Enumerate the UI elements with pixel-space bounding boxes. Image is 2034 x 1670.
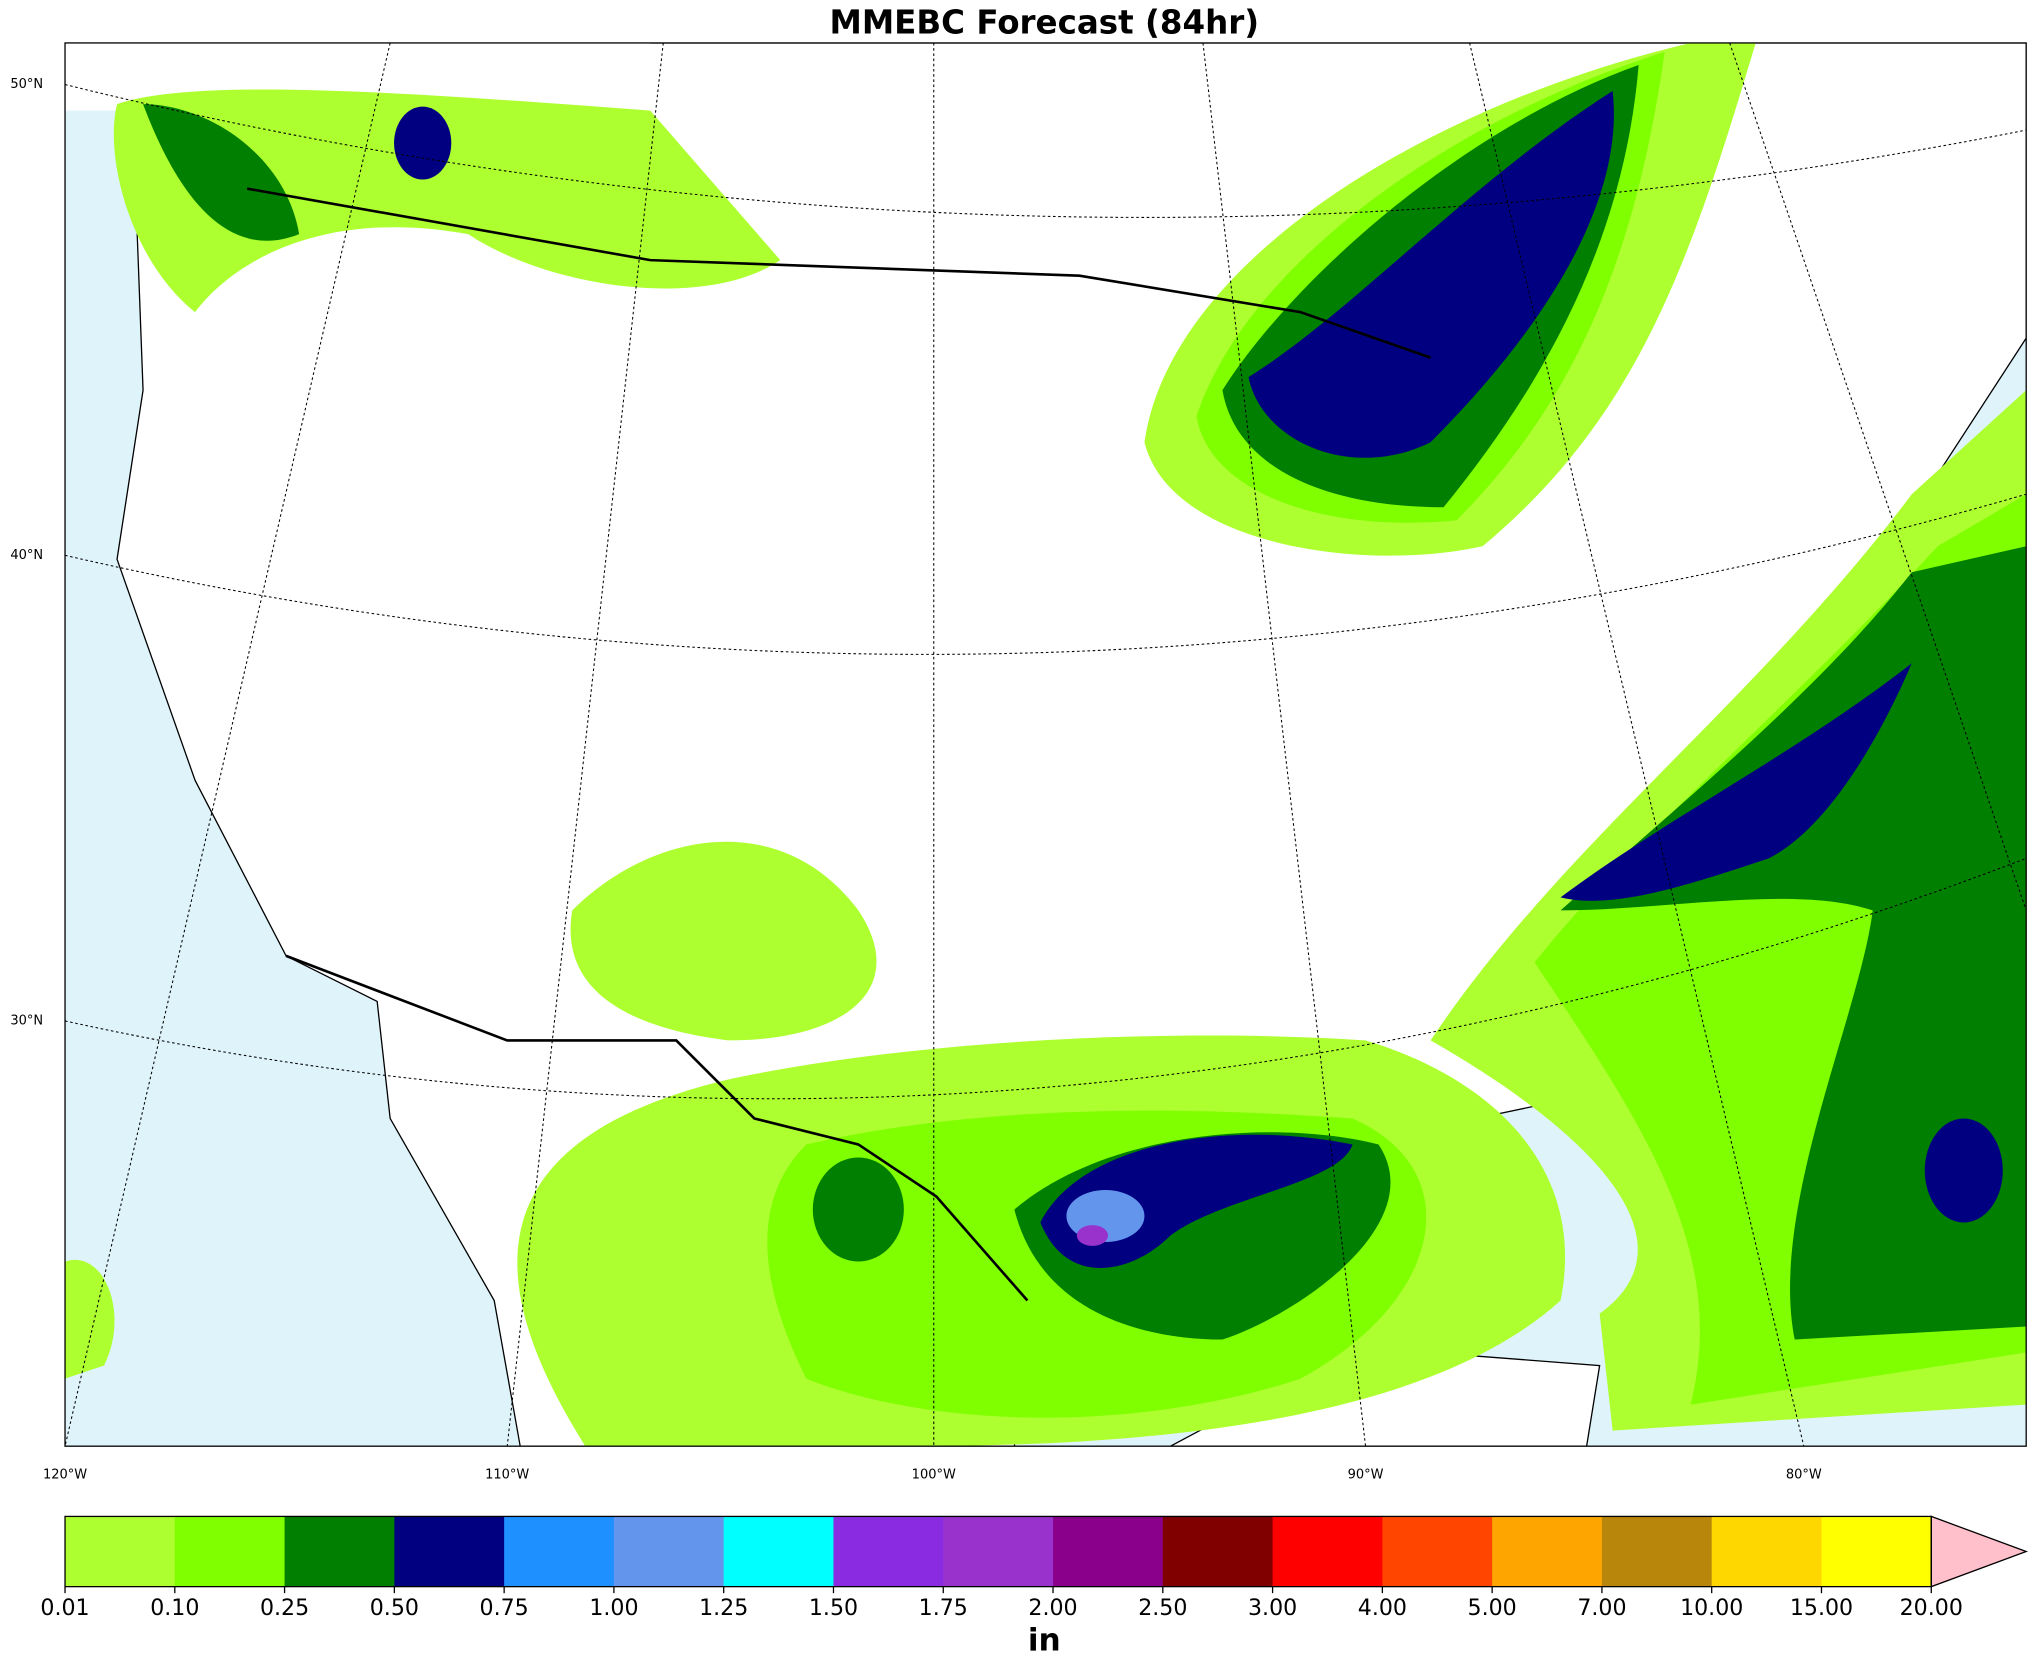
colorbar-swatch [613, 1516, 725, 1587]
colorbar-tick-label: 1.25 [699, 1595, 748, 1621]
colorbar-swatch [1382, 1516, 1493, 1587]
colorbar-swatch [1053, 1516, 1164, 1587]
colorbar-swatch [394, 1516, 505, 1587]
colorbar-tick-label: 1.00 [589, 1595, 638, 1621]
lon-label: 100°W [912, 1467, 956, 1482]
colorbar-swatch [1162, 1516, 1274, 1587]
title: MMEBC Forecast (84hr) [830, 4, 1260, 42]
colorbar-tick-label: 0.25 [260, 1595, 309, 1621]
colorbar-tick-label: 15.00 [1790, 1595, 1853, 1621]
lon-label: 80°W [1786, 1467, 1822, 1482]
lon-label: 110°W [485, 1467, 529, 1482]
colorbar-unit: in [1028, 1622, 1061, 1658]
colorbar-swatch [833, 1516, 944, 1587]
colorbar-swatch [1821, 1516, 1932, 1587]
colorbar-tick-label: 20.00 [1900, 1595, 1963, 1621]
colorbar-tick-label: 0.50 [370, 1595, 419, 1621]
precipitation [65, 42, 2027, 1447]
lat-labels: 50°N 40°N 30°N [10, 77, 43, 1028]
colorbar-tick-label: 0.01 [40, 1595, 89, 1621]
colorbar-tick-label: 1.75 [919, 1595, 968, 1621]
colorbar-swatch [174, 1516, 286, 1587]
colorbar-swatch [723, 1516, 835, 1587]
colorbar-tick-label: 0.75 [480, 1595, 529, 1621]
colorbar-tick-label: 2.00 [1028, 1595, 1077, 1621]
colorbar-frame [64, 1515, 1932, 1588]
graticule [65, 42, 2027, 1447]
lon-labels: 120°W 110°W 100°W 90°W 80°W [43, 1467, 1822, 1482]
lon-label: 120°W [43, 1467, 87, 1482]
colorbar-tick-label: 2.50 [1138, 1595, 1187, 1621]
lat-label: 50°N [10, 77, 43, 92]
colorbar-swatch [1601, 1516, 1713, 1587]
colorbar-tick-label: 1.50 [809, 1595, 858, 1621]
colorbar-tick-label: 5.00 [1468, 1595, 1517, 1621]
lon-label: 90°W [1348, 1467, 1384, 1482]
map [65, 42, 2027, 1447]
colorbar-tick-label: 3.00 [1248, 1595, 1297, 1621]
map-frame [64, 42, 2027, 1447]
borders [246, 187, 1431, 1302]
colorbar-swatch [1492, 1516, 1603, 1587]
colorbar-swatch [284, 1516, 396, 1587]
colorbar-swatch [1711, 1516, 1823, 1587]
colorbar-swatch [1272, 1516, 1384, 1587]
colorbar-swatch [504, 1516, 615, 1587]
colorbar-tick-label: 4.00 [1358, 1595, 1407, 1621]
colorbar-swatch [65, 1516, 176, 1587]
colorbar-tick-label: 0.10 [150, 1595, 199, 1621]
colorbar: 0.01 0.10 0.25 0.50 0.75 1.00 1.25 1.50 1.75 2.00… [40, 1515, 2029, 1621]
lat-label: 40°N [10, 548, 43, 563]
colorbar-tick-label: 7.00 [1577, 1595, 1626, 1621]
colorbar-tick-label: 10.00 [1680, 1595, 1743, 1621]
lat-label: 30°N [10, 1013, 43, 1028]
colorbar-extend [1930, 1515, 2029, 1588]
colorbar-swatch [943, 1516, 1054, 1587]
